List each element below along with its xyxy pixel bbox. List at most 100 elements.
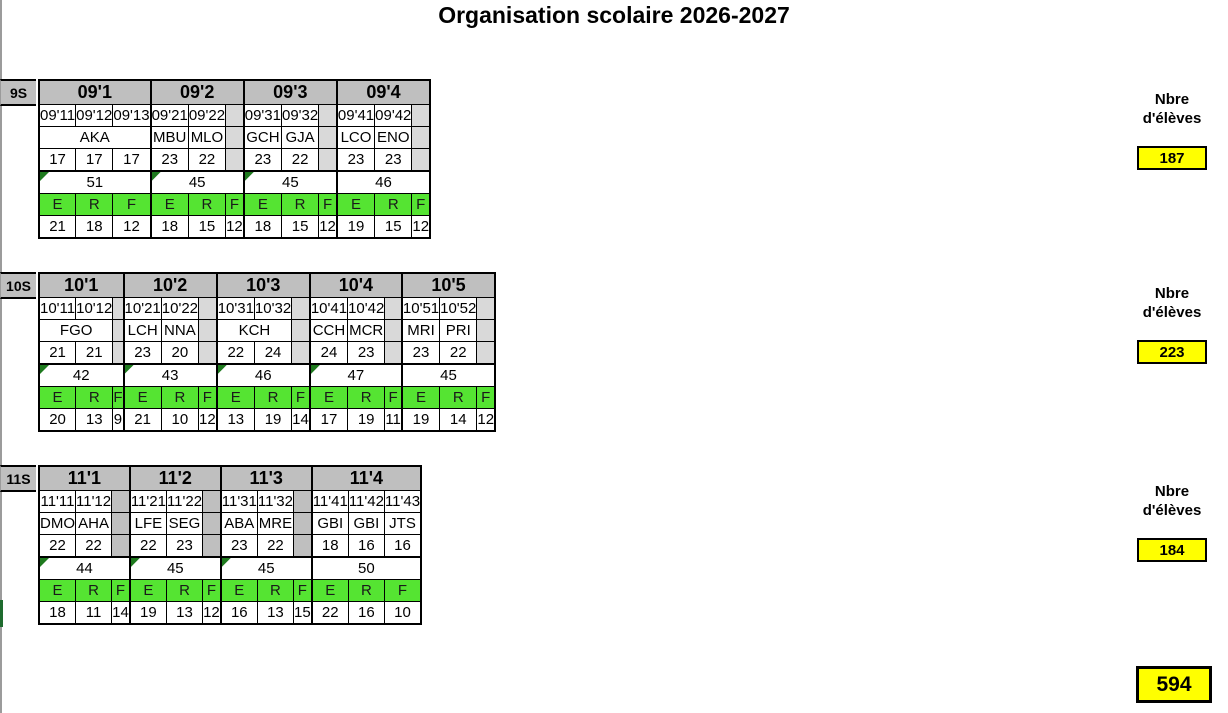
level-label-9s[interactable]: 9S bbox=[0, 79, 36, 106]
erf-value-cell[interactable]: 12 bbox=[411, 215, 431, 239]
teacher-cell[interactable]: GBI bbox=[347, 512, 385, 535]
erf-value-cell[interactable]: 13 bbox=[215, 408, 255, 432]
count-cell[interactable] bbox=[291, 341, 311, 365]
erf-value-cell[interactable]: 9 bbox=[112, 408, 125, 432]
total-cell[interactable]: 46 bbox=[335, 170, 431, 194]
count-cell[interactable]: 23 bbox=[347, 341, 386, 365]
count-cell[interactable]: 23 bbox=[400, 341, 441, 365]
erf-value-cell[interactable]: 18 bbox=[242, 215, 282, 239]
section-cell[interactable]: 11'42 bbox=[347, 490, 385, 513]
group-header[interactable]: 10'4 bbox=[308, 272, 403, 298]
total-cell[interactable]: 47 bbox=[308, 363, 403, 387]
total-cell[interactable]: 45 bbox=[242, 170, 338, 194]
count-cell[interactable]: 23 bbox=[165, 534, 204, 558]
count-cell[interactable]: 23 bbox=[219, 534, 258, 558]
count-cell[interactable] bbox=[318, 148, 338, 172]
section-cell[interactable] bbox=[225, 104, 245, 127]
erf-header-cell[interactable]: E bbox=[215, 386, 255, 409]
teacher-cell[interactable]: CCH bbox=[308, 319, 349, 342]
count-cell[interactable]: 17 bbox=[38, 148, 77, 172]
group-header[interactable]: 11'4 bbox=[310, 465, 422, 491]
erf-value-cell[interactable]: 15 bbox=[280, 215, 320, 239]
count-cell[interactable] bbox=[411, 148, 431, 172]
erf-header-cell[interactable]: F bbox=[384, 386, 403, 409]
erf-header-cell[interactable]: R bbox=[256, 579, 295, 602]
erf-header-cell[interactable]: F bbox=[292, 579, 313, 602]
count-cell[interactable]: 18 bbox=[310, 534, 349, 558]
erf-header-cell[interactable]: R bbox=[374, 193, 413, 216]
total-cell[interactable]: 51 bbox=[38, 170, 152, 194]
erf-value-cell[interactable]: 11 bbox=[384, 408, 403, 432]
section-cell[interactable]: 09'11 bbox=[38, 104, 77, 127]
section-cell[interactable]: 10'11 bbox=[38, 297, 77, 320]
count-cell[interactable]: 23 bbox=[374, 148, 413, 172]
count-cell[interactable]: 22 bbox=[256, 534, 295, 558]
erf-value-cell[interactable]: 13 bbox=[256, 601, 295, 625]
section-cell[interactable]: 10'41 bbox=[308, 297, 349, 320]
erf-value-cell[interactable]: 19 bbox=[253, 408, 293, 432]
section-cell[interactable] bbox=[292, 490, 313, 513]
section-cell[interactable]: 11'12 bbox=[74, 490, 113, 513]
erf-header-cell[interactable]: E bbox=[219, 579, 258, 602]
count-cell[interactable] bbox=[202, 534, 222, 558]
group-header[interactable]: 09'2 bbox=[149, 79, 245, 105]
section-cell[interactable]: 10'22 bbox=[160, 297, 200, 320]
teacher-cell[interactable]: FGO bbox=[38, 319, 114, 342]
group-header[interactable]: 11'2 bbox=[128, 465, 222, 491]
teacher-cell[interactable]: LCO bbox=[335, 126, 376, 149]
count-cell[interactable]: 24 bbox=[308, 341, 349, 365]
section-cell[interactable] bbox=[384, 297, 403, 320]
erf-header-cell[interactable]: F bbox=[111, 579, 131, 602]
erf-value-cell[interactable]: 15 bbox=[292, 601, 313, 625]
erf-value-cell[interactable]: 19 bbox=[400, 408, 441, 432]
erf-header-cell[interactable]: F bbox=[411, 193, 431, 216]
grand-total-badge[interactable]: 594 bbox=[1136, 666, 1212, 703]
erf-value-cell[interactable]: 15 bbox=[374, 215, 413, 239]
erf-header-cell[interactable]: R bbox=[160, 386, 200, 409]
section-cell[interactable] bbox=[476, 297, 496, 320]
total-cell[interactable]: 42 bbox=[38, 363, 125, 387]
section-cell[interactable]: 09'41 bbox=[335, 104, 376, 127]
count-cell[interactable] bbox=[384, 341, 403, 365]
section-cell[interactable]: 09'42 bbox=[374, 104, 413, 127]
teacher-cell[interactable]: KCH bbox=[215, 319, 293, 342]
erf-value-cell[interactable]: 20 bbox=[38, 408, 77, 432]
count-cell[interactable] bbox=[476, 341, 496, 365]
group-header[interactable]: 10'5 bbox=[400, 272, 496, 298]
section-cell[interactable] bbox=[197, 297, 218, 320]
teacher-cell[interactable] bbox=[384, 319, 403, 342]
total-cell[interactable]: 45 bbox=[400, 363, 496, 387]
section-cell[interactable]: 11'22 bbox=[165, 490, 204, 513]
erf-header-cell[interactable]: E bbox=[149, 193, 189, 216]
section-cell[interactable]: 09'31 bbox=[242, 104, 282, 127]
teacher-cell[interactable]: GJA bbox=[280, 126, 320, 149]
erf-header-cell[interactable]: E bbox=[335, 193, 376, 216]
section-cell[interactable]: 11'11 bbox=[38, 490, 76, 513]
count-cell[interactable] bbox=[111, 534, 131, 558]
count-cell[interactable]: 23 bbox=[149, 148, 189, 172]
teacher-cell[interactable]: SEG bbox=[165, 512, 204, 535]
total-cell[interactable]: 50 bbox=[310, 556, 422, 580]
erf-value-cell[interactable]: 14 bbox=[111, 601, 131, 625]
count-cell[interactable] bbox=[292, 534, 313, 558]
erf-header-cell[interactable]: F bbox=[197, 386, 218, 409]
erf-value-cell[interactable]: 21 bbox=[38, 215, 77, 239]
count-cell[interactable]: 21 bbox=[38, 341, 77, 365]
teacher-cell[interactable] bbox=[111, 512, 131, 535]
teacher-cell[interactable]: MCR bbox=[347, 319, 386, 342]
count-cell[interactable]: 17 bbox=[75, 148, 114, 172]
erf-header-cell[interactable]: E bbox=[38, 579, 76, 602]
erf-value-cell[interactable]: 19 bbox=[128, 601, 167, 625]
teacher-cell[interactable]: PRI bbox=[439, 319, 478, 342]
section-cell[interactable]: 10'32 bbox=[253, 297, 293, 320]
erf-value-cell[interactable]: 18 bbox=[149, 215, 189, 239]
count-cell[interactable]: 24 bbox=[253, 341, 293, 365]
section-cell[interactable]: 11'32 bbox=[256, 490, 295, 513]
teacher-cell[interactable]: MLO bbox=[187, 126, 227, 149]
section-cell[interactable]: 10'51 bbox=[400, 297, 441, 320]
count-cell[interactable]: 17 bbox=[112, 148, 152, 172]
group-header[interactable]: 11'1 bbox=[38, 465, 131, 491]
count-cell[interactable]: 22 bbox=[38, 534, 76, 558]
erf-header-cell[interactable]: F bbox=[112, 386, 125, 409]
teacher-cell[interactable]: AHA bbox=[74, 512, 113, 535]
